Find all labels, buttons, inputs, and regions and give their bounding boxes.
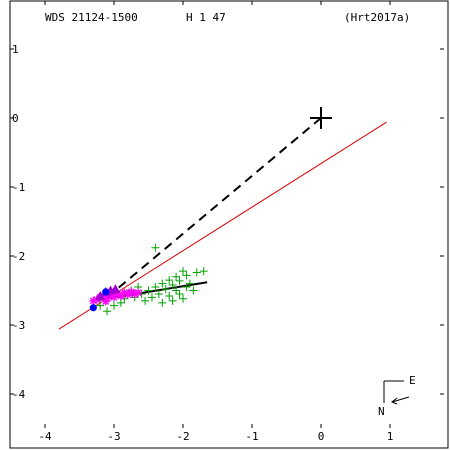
obs-asterisk-point	[113, 289, 122, 298]
obs-asterisk-point	[120, 288, 129, 297]
obs-plus-point	[151, 243, 160, 252]
obs-plus-point	[144, 286, 153, 295]
x-tick-label: -3	[107, 430, 120, 443]
obs-plus-point	[182, 283, 191, 292]
x-tick-label: -2	[176, 430, 189, 443]
obs-plus-point	[172, 286, 181, 295]
obs-plus-point	[165, 276, 174, 285]
obs-triangle-point	[110, 284, 121, 294]
header-reference: (Hrt2017a)	[344, 11, 410, 24]
obs-plus-point	[168, 280, 177, 289]
obs-asterisk-point	[123, 290, 132, 299]
separation-dashed-line	[106, 117, 322, 299]
obs-plus-point	[175, 276, 184, 285]
motion-arrow-icon	[391, 396, 410, 403]
obs-plus-point	[154, 289, 163, 298]
header-discoverer: H 1 47	[186, 11, 226, 24]
primary-cross-icon	[310, 107, 332, 129]
x-tick-label: 1	[387, 430, 394, 443]
obs-plus-point	[182, 271, 191, 280]
obs-asterisk-point	[130, 289, 139, 298]
obs-plus-point	[158, 279, 167, 288]
obs-plus-point	[147, 293, 156, 302]
y-tick-label: -2	[12, 250, 25, 263]
x-tick-label: -4	[38, 430, 52, 443]
obs-plus-point	[110, 301, 118, 310]
obs-plus-point	[141, 296, 150, 305]
obs-plus-point	[179, 294, 187, 303]
y-tick-label: 1	[12, 43, 19, 56]
obs-plus-point	[175, 289, 184, 298]
compass-east-label: E	[409, 374, 416, 387]
obs-asterisk-point	[101, 297, 110, 306]
obs-plus-point	[199, 267, 208, 276]
obs-asterisk-point	[110, 293, 118, 302]
obs-asterisk-point	[99, 292, 108, 301]
obs-plus-point	[179, 267, 187, 276]
obs-plus-point	[158, 298, 167, 307]
obs-asterisk-point	[103, 294, 112, 303]
data-points	[89, 243, 208, 316]
obs-plus-point	[172, 272, 181, 281]
motion-arrow-head	[391, 397, 398, 405]
obs-asterisk-point	[127, 287, 136, 296]
obs-plus-point	[151, 283, 160, 292]
obs-plus-point	[161, 285, 170, 294]
obs-circle-point	[89, 304, 97, 312]
y-tick-label: -1	[12, 181, 25, 194]
obs-asterisk-point	[89, 296, 98, 305]
obs-plus-point	[168, 296, 177, 305]
x-tick-label: 0	[318, 430, 325, 443]
y-tick-label: 0	[12, 112, 19, 125]
obs-circle-point	[102, 288, 110, 296]
x-tick-label: -1	[245, 430, 258, 443]
compass-north-label: N	[378, 405, 385, 418]
obs-plus-point	[165, 292, 174, 301]
x-axis-ticks: -4 -3 -2 -1 0 1	[38, 1, 393, 443]
plot-frame	[9, 0, 449, 449]
obs-plus-point	[103, 307, 112, 316]
obs-plus-point	[96, 301, 105, 310]
y-axis-ticks: 1 0 -1 -2 -3 -4	[10, 43, 444, 401]
obs-plus-point	[185, 279, 194, 288]
obs-asterisk-point	[116, 292, 125, 301]
obs-asterisk-point	[106, 291, 115, 300]
obs-triangle-point	[95, 291, 106, 301]
obs-plus-point	[189, 286, 198, 295]
primary-star-marker	[310, 107, 332, 129]
obs-plus-point	[192, 268, 201, 277]
compass-indicator: E N	[378, 374, 416, 418]
obs-asterisk-point	[134, 288, 143, 297]
y-tick-label: -4	[12, 388, 26, 401]
obs-plus-point	[116, 298, 125, 307]
y-tick-label: -3	[12, 319, 25, 332]
header-wds-id: WDS 21124-1500	[45, 11, 138, 24]
